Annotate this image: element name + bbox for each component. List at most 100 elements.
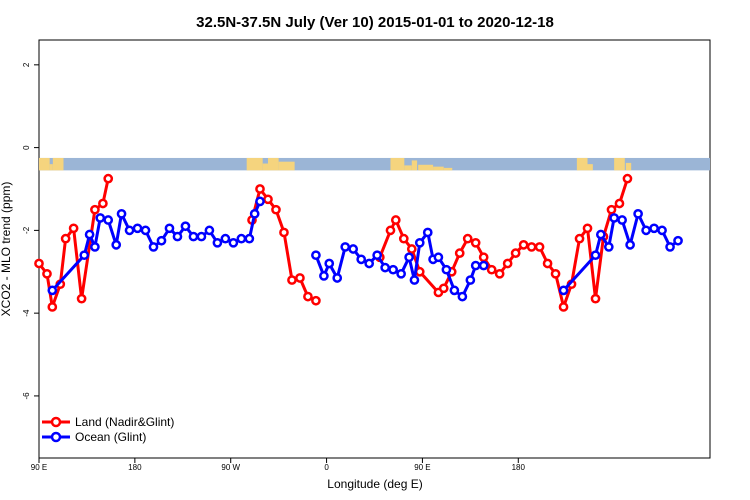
ocean-data-point xyxy=(441,264,452,275)
mask-land xyxy=(411,160,418,171)
ocean-data-point xyxy=(212,237,223,248)
ocean-data-point xyxy=(641,225,651,236)
ocean-data-point xyxy=(164,223,175,234)
ocean-data-point xyxy=(558,285,569,296)
ocean-data-point xyxy=(332,273,343,283)
ocean-data-point xyxy=(657,225,667,236)
ocean-data-point xyxy=(132,223,143,234)
ocean-data-point xyxy=(449,285,460,296)
mask-land xyxy=(39,157,50,171)
ocean-data-point xyxy=(204,225,215,236)
mask-land xyxy=(433,166,444,171)
land-data-point xyxy=(606,204,617,215)
ocean-data-point xyxy=(319,271,329,281)
ocean-data-point xyxy=(625,240,635,250)
x-axis: 90 E 180 90 W 0 90 E 180 xyxy=(31,458,526,472)
land-data-point xyxy=(486,264,497,275)
ocean-series-line xyxy=(562,212,679,292)
x-tick-label: 0 xyxy=(324,463,329,472)
land-data-point xyxy=(614,198,625,209)
ocean-data-point xyxy=(422,227,433,238)
ocean-data-point xyxy=(111,240,122,250)
x-tick-label: 90 W xyxy=(221,463,240,472)
ocean-data-point xyxy=(236,233,247,244)
land-data-point xyxy=(470,237,481,248)
land-data-point xyxy=(502,258,513,269)
legend-land-marker xyxy=(50,416,62,428)
mask-land xyxy=(267,157,279,171)
ocean-data-point xyxy=(172,231,183,242)
ocean-data-point xyxy=(90,242,100,252)
ocean-data-point xyxy=(79,250,90,261)
land-data-point xyxy=(287,275,297,285)
ocean-data-point xyxy=(124,225,135,236)
ocean-data-point xyxy=(590,250,601,261)
land-data-point xyxy=(574,233,585,244)
mask-land xyxy=(443,167,453,171)
mask-land xyxy=(390,157,405,171)
ocean-data-point xyxy=(324,258,335,269)
land-data-point xyxy=(103,173,114,184)
land-data-point xyxy=(98,198,108,209)
y-tick-label: -2 xyxy=(22,226,31,234)
y-tick-label: -4 xyxy=(22,309,31,317)
ocean-data-point xyxy=(617,215,627,225)
ocean-data-point xyxy=(364,258,375,269)
legend: Land (Nadir&Glint) Ocean (Glint) xyxy=(42,415,174,444)
mask-ocean xyxy=(39,157,710,171)
ocean-data-point xyxy=(356,254,367,265)
ocean-data-point xyxy=(180,221,191,232)
ocean-data-point xyxy=(465,275,476,285)
ocean-data-point xyxy=(220,233,231,244)
ocean-data-point xyxy=(603,242,614,252)
ocean-data-point xyxy=(633,208,643,219)
ocean-series-line xyxy=(314,230,484,299)
land-data-point xyxy=(255,184,265,194)
y-axis: 2 0 -2 -4 -6 xyxy=(22,62,39,399)
land-data-point xyxy=(47,302,58,312)
legend-ocean-label: Ocean (Glint) xyxy=(75,430,146,444)
y-tick-label: -6 xyxy=(22,392,31,400)
land-data-point xyxy=(518,240,529,250)
ocean-data-point xyxy=(470,260,481,271)
ocean-data-point xyxy=(409,275,420,285)
ocean-data-point xyxy=(478,260,489,271)
mask-land xyxy=(49,164,53,171)
ocean-data-point xyxy=(244,233,255,244)
mask-land xyxy=(278,161,295,171)
ocean-data-point xyxy=(433,252,444,263)
x-tick-label: 180 xyxy=(512,463,526,472)
land-data-point xyxy=(590,293,601,304)
land-data-point xyxy=(582,223,593,234)
land-data-point xyxy=(271,204,281,215)
y-axis-label: XCO2 - MLO trend (ppm) xyxy=(0,182,13,317)
land-data-point xyxy=(526,242,537,252)
ocean-data-point xyxy=(595,229,606,240)
land-data-point xyxy=(438,283,449,294)
ocean-data-point xyxy=(380,262,391,273)
land-data-point xyxy=(60,233,71,244)
ocean-data-point xyxy=(188,231,199,242)
mask-land xyxy=(587,164,593,171)
land-data-point xyxy=(478,252,489,263)
ocean-data-point xyxy=(340,242,351,252)
ocean-data-point xyxy=(95,213,106,223)
y-tick-label: 2 xyxy=(22,62,31,67)
chart-title: 32.5N-37.5N July (Ver 10) 2015-01-01 to … xyxy=(196,14,554,31)
ocean-data-point xyxy=(249,208,260,219)
ocean-data-point xyxy=(388,264,398,275)
land-data-point xyxy=(42,268,52,279)
ocean-data-point xyxy=(404,252,414,263)
ocean-data-point xyxy=(649,223,659,234)
mask-land xyxy=(576,157,588,171)
ocean-data-point xyxy=(609,213,619,223)
x-axis-label: Longitude (deg E) xyxy=(327,477,422,491)
land-data-point xyxy=(34,258,44,269)
land-data-point xyxy=(90,204,100,215)
legend-land-label: Land (Nadir&Glint) xyxy=(75,415,174,429)
land-data-point xyxy=(534,242,545,252)
mask-land xyxy=(52,157,64,171)
ocean-data-point xyxy=(372,250,383,261)
land-data-point xyxy=(542,258,553,269)
